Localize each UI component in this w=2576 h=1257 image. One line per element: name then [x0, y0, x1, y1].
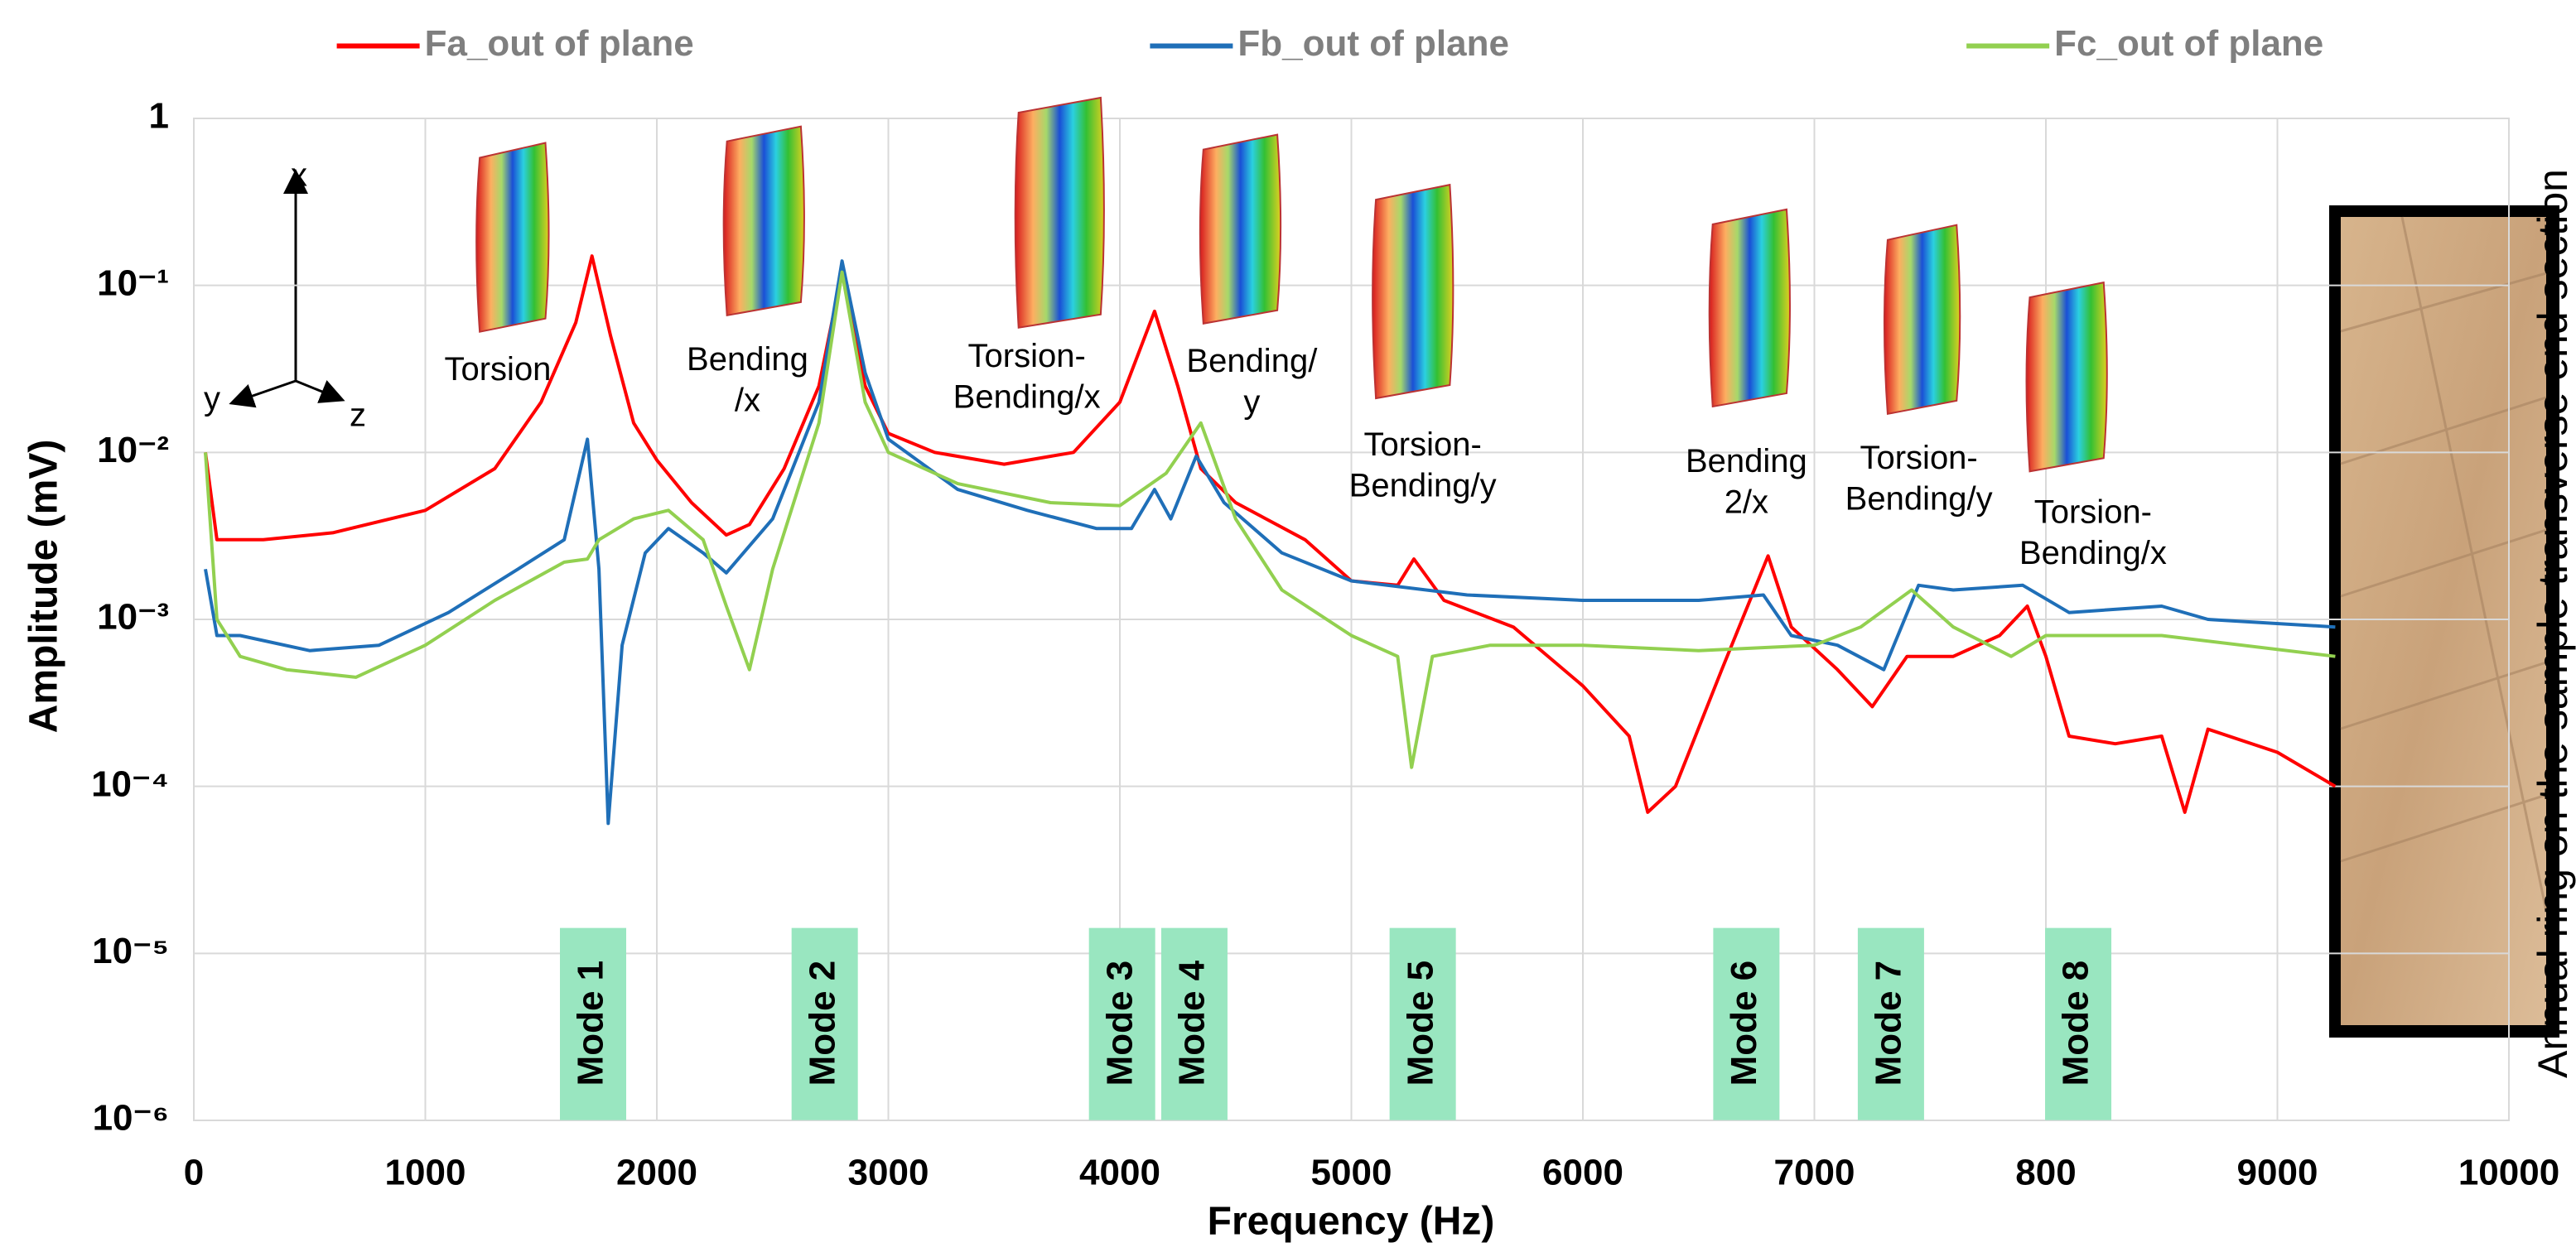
y-tick-label: 10⁻¹ [97, 262, 169, 303]
shape-label: Torsion- [2034, 494, 2152, 530]
x-tick-label: 3000 [848, 1153, 929, 1193]
mode-shape [1883, 224, 1961, 416]
mode-shape [722, 125, 805, 317]
mode-shape [1372, 183, 1454, 400]
x-tick-label: 5000 [1311, 1153, 1392, 1193]
shape-label: Torsion- [968, 338, 1086, 374]
shape-label: Bending [1686, 443, 1807, 479]
x-tick-label: 800 [2015, 1153, 2076, 1193]
mode-label: Mode 4 [1172, 960, 1213, 1086]
mode-box [791, 927, 858, 1120]
x-axis-label: Frequency (Hz) [1208, 1200, 1495, 1244]
y-tick-label: 10⁻³ [97, 597, 169, 638]
shape-label: Bending [687, 341, 808, 378]
mode-shape [1199, 133, 1282, 325]
series-line [204, 270, 2336, 769]
x-tick-label: 9000 [2237, 1153, 2318, 1193]
legend-label: Fb_out of plane [1237, 23, 1509, 64]
mode-box [2045, 927, 2112, 1120]
mode-label: Mode 2 [802, 961, 842, 1086]
y-axis-label: Amplitude (mV) [22, 440, 66, 734]
mode-box [1389, 927, 1456, 1120]
shape-label: Bending/y [1845, 481, 1993, 518]
y-tick-label: 10⁻⁵ [92, 931, 169, 971]
series-line [204, 254, 2337, 814]
shape-label: /x [735, 383, 760, 419]
triad-label: x [291, 157, 307, 194]
mode-shape [1708, 208, 1791, 408]
x-tick-label: 6000 [1542, 1153, 1623, 1193]
side-label: Annual ring on the sample transverse end… [2530, 169, 2576, 1078]
mode-shape [475, 142, 550, 333]
x-tick-label: 4000 [1079, 1153, 1160, 1193]
x-tick-label: 10000 [2458, 1153, 2559, 1193]
shape-label: 2/x [1725, 484, 1768, 520]
shape-label: Torsion- [1860, 440, 1977, 476]
shape-label: Torsion- [1364, 426, 1482, 463]
legend-label: Fc_out of plane [2054, 23, 2323, 64]
x-tick-label: 0 [184, 1153, 204, 1193]
mode-shape [2025, 281, 2108, 473]
y-tick-label: 10⁻⁴ [91, 763, 169, 804]
triad-label: y [204, 381, 220, 417]
mode-label: Mode 1 [571, 961, 611, 1086]
x-tick-label: 2000 [616, 1153, 697, 1193]
triad [229, 169, 345, 408]
shape-label: y [1243, 383, 1260, 420]
x-tick-label: 1000 [385, 1153, 466, 1193]
mode-label: Mode 6 [1724, 961, 1764, 1086]
mode-box [1160, 927, 1228, 1120]
legend-label: Fa_out of plane [425, 23, 694, 64]
mode-box [1857, 927, 1924, 1120]
shape-label: Bending/x [953, 379, 1101, 416]
photo [2341, 217, 2546, 1025]
series-line [204, 259, 2336, 826]
y-tick-label: 10⁻⁶ [93, 1098, 169, 1139]
shape-label: Bending/ [1186, 343, 1318, 379]
x-tick-label: 7000 [1774, 1153, 1855, 1193]
triad-label: z [350, 397, 366, 434]
mode-box [1713, 927, 1780, 1120]
y-tick-label: 10⁻² [97, 430, 169, 470]
mode-label: Mode 5 [1400, 961, 1440, 1086]
plot-border [193, 118, 2510, 1121]
mode-label: Mode 3 [1099, 961, 1140, 1086]
shape-label: Bending/y [1349, 468, 1497, 504]
mode-label: Mode 7 [1869, 961, 1909, 1086]
mode-shape [1014, 96, 1105, 329]
shape-label: Torsion [444, 351, 551, 388]
mode-box [1088, 927, 1155, 1120]
mode-box [560, 927, 627, 1120]
mode-label: Mode 8 [2056, 961, 2096, 1086]
shape-label: Bending/x [2019, 535, 2167, 571]
y-tick-label: 1 [149, 96, 169, 137]
